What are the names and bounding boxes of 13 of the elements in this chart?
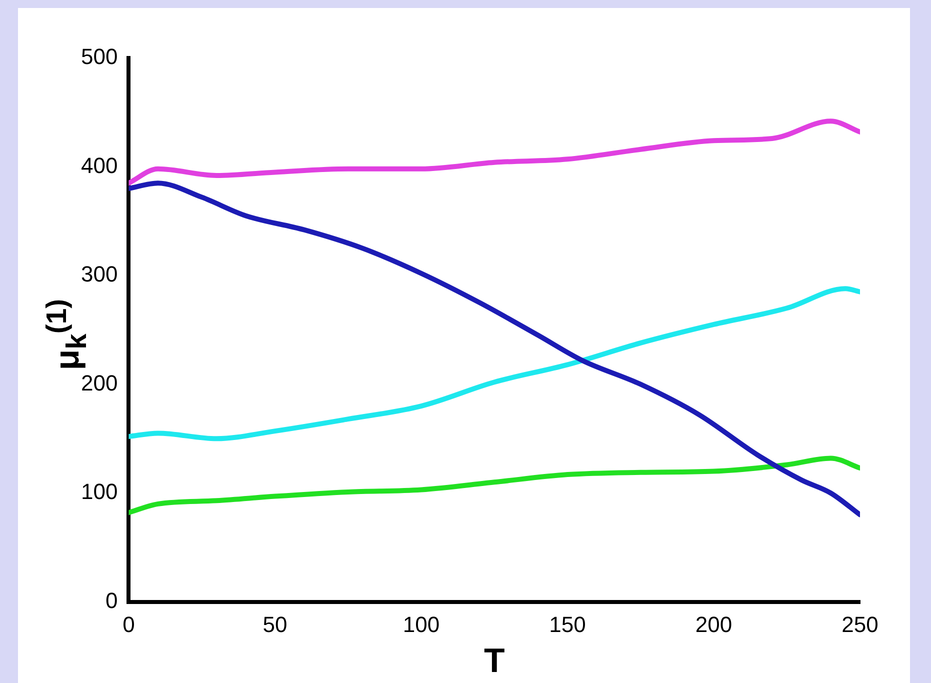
x-tick-label: 200 (695, 612, 732, 638)
y-tick-label: 300 (80, 262, 118, 287)
y-tick-label: 100 (80, 479, 118, 504)
y-tick-label: 200 (80, 370, 118, 396)
y-tick-label: 0 (105, 588, 118, 613)
x-tick-label: 250 (842, 612, 878, 638)
x-tick-label: 0 (122, 612, 135, 638)
y-tick-label: 500 (80, 44, 118, 70)
x-tick-label: 100 (402, 612, 440, 638)
x-tick-label: 50 (262, 612, 288, 638)
y-tick-label: 400 (80, 152, 118, 178)
x-axis-title: T (484, 642, 505, 680)
x-tick-label: 150 (549, 612, 586, 638)
